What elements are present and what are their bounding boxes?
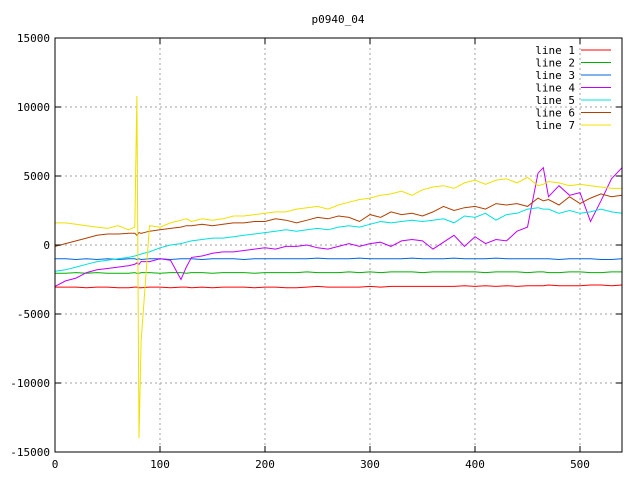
x-tick-label: 400 (465, 458, 485, 471)
y-tick-label: -15000 (10, 446, 50, 459)
legend-label: line 2 (535, 57, 575, 70)
y-tick-label: -5000 (17, 308, 50, 321)
x-tick-label: 200 (255, 458, 275, 471)
y-tick-label: 0 (43, 239, 50, 252)
chart-title: p0940_04 (312, 13, 365, 26)
y-tick-label: 15000 (17, 32, 50, 45)
series-line-3 (55, 257, 622, 261)
series-line-2 (55, 271, 622, 274)
legend-label: line 4 (535, 82, 575, 95)
x-tick-label: 100 (150, 458, 170, 471)
x-tick-label: 500 (570, 458, 590, 471)
legend-label: line 7 (535, 119, 575, 132)
axis-ticks: -15000 -10000 -5000 0 5000 10000 15000 0 100 200 3… (10, 32, 622, 471)
series-line-7 (55, 95, 622, 439)
y-tick-label: 5000 (24, 170, 51, 183)
x-tick-label: 300 (360, 458, 380, 471)
y-tick-label: 10000 (17, 101, 50, 114)
y-tick-label: -10000 (10, 377, 50, 390)
series-line-6 (55, 193, 622, 247)
series-line-1 (55, 284, 622, 289)
series-line-5 (55, 207, 622, 272)
series-line-4 (55, 166, 622, 287)
legend-label: line 5 (535, 94, 575, 107)
legend-label: line 3 (535, 69, 575, 82)
legend-label: line 6 (535, 107, 575, 120)
series-lines (55, 95, 622, 439)
x-tick-label: 0 (52, 458, 59, 471)
grid (55, 38, 622, 452)
legend-label: line 1 (535, 44, 575, 57)
